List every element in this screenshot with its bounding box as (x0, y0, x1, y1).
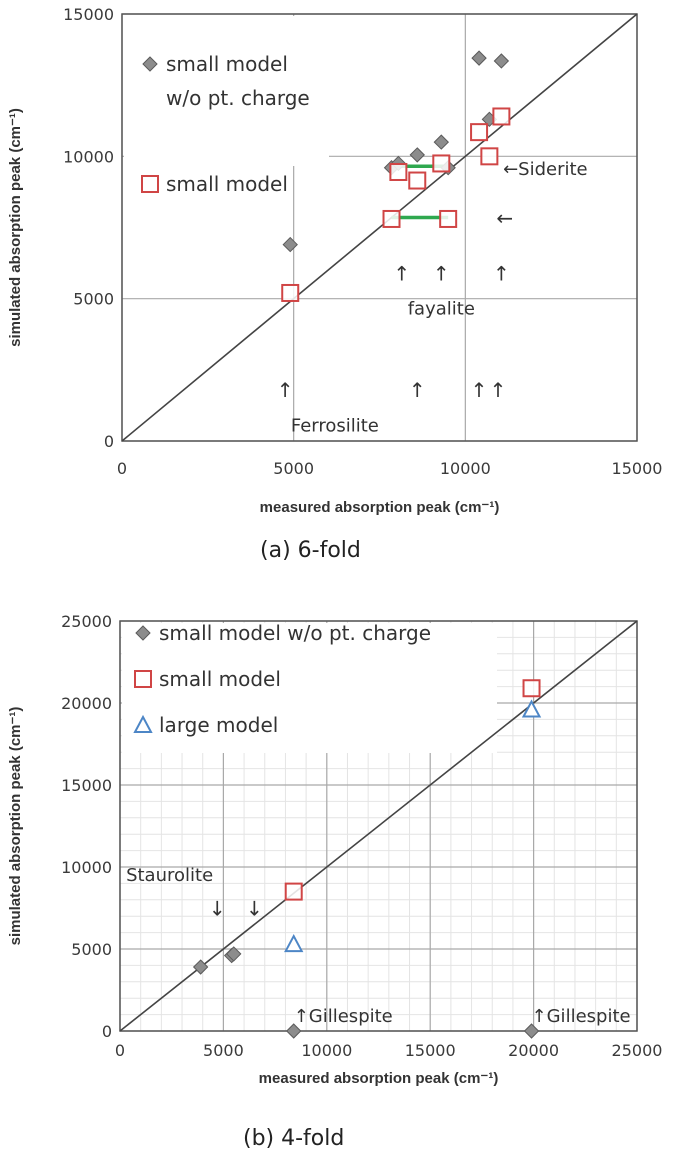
y-axis-label: simulated absorption peak (cm⁻¹) (7, 108, 24, 347)
y-tick-label: 0 (102, 1022, 112, 1041)
diagonal-line (121, 13, 638, 442)
annotation-arrow: ↑ (490, 378, 507, 402)
legend-marker-diamond (142, 56, 158, 72)
data-point-square (522, 679, 541, 698)
data-point-triangle (284, 933, 304, 953)
plot-frame (121, 13, 638, 442)
data-point-diamond (523, 1023, 540, 1039)
x-tick-label: 15000 (405, 1041, 456, 1060)
x-tick-label: 20000 (508, 1041, 559, 1060)
x-tick-label: 5000 (273, 459, 314, 478)
legend-background (122, 623, 497, 753)
annotation-arrow: ↑ (471, 378, 488, 402)
legend-marker-triangle (133, 714, 153, 733)
annotation-arrow: ↓ (246, 897, 263, 921)
annotation-label: Staurolite (126, 865, 213, 886)
x-tick-label: 5000 (203, 1041, 244, 1060)
y-tick-label: 25000 (61, 612, 112, 631)
x-tick-label: 15000 (612, 459, 663, 478)
data-point-diamond (192, 959, 209, 975)
annotation-arrow: ↓ (209, 897, 226, 921)
x-tick-label: 25000 (612, 1041, 663, 1060)
annotation-label: ↑Gillespite (294, 1006, 393, 1027)
y-tick-label: 15000 (61, 776, 112, 795)
x-tick-label: 0 (117, 459, 127, 478)
legend-marker-diamond (135, 625, 151, 641)
legend-label: large model (159, 713, 278, 737)
legend-background (124, 16, 329, 166)
x-tick-label: 10000 (440, 459, 491, 478)
data-point-diamond (226, 946, 242, 962)
y-tick-label: 15000 (63, 5, 114, 24)
annotation-arrow: ↑ (433, 261, 450, 285)
legend-label: small model (166, 52, 288, 76)
data-point-square (492, 107, 511, 126)
y-tick-label: 5000 (71, 940, 112, 959)
legend-label: small model w/o pt. charge (159, 621, 431, 645)
data-point-triangle (521, 699, 542, 718)
data-point-square (470, 123, 489, 142)
data-point-square (382, 209, 401, 228)
y-tick-label: 0 (104, 432, 114, 451)
x-tick-label: 0 (115, 1041, 125, 1060)
annotation-label: fayalite (408, 299, 475, 320)
data-point-square (439, 209, 458, 228)
legend-label: w/o pt. charge (166, 86, 310, 110)
legend-marker-square (134, 670, 152, 688)
x-axis-label: measured absorption peak (cm⁻¹) (259, 1070, 499, 1087)
legend-label: small model (166, 172, 288, 196)
annotation-arrow: ↑ (277, 378, 294, 402)
x-axis-label: measured absorption peak (cm⁻¹) (260, 499, 500, 516)
data-point-diamond (471, 50, 487, 66)
y-tick-label: 10000 (63, 147, 114, 166)
annotation-label: Ferrosilite (291, 415, 379, 436)
annotation-arrow: ↑ (393, 261, 410, 285)
data-point-diamond (433, 134, 450, 150)
y-tick-label: 5000 (73, 290, 114, 309)
annotation-label: ←Siderite (503, 159, 588, 180)
annotation-arrow: ↑ (493, 261, 510, 285)
diagonal-line (119, 620, 638, 1032)
y-tick-label: 20000 (61, 694, 112, 713)
y-axis-label: simulated absorption peak (cm⁻¹) (7, 707, 24, 946)
data-point-diamond (409, 147, 425, 163)
data-point-square (284, 882, 303, 901)
legend-label: small model (159, 667, 281, 691)
figure-caption: (a) 6-fold (260, 538, 361, 563)
data-point-square (432, 154, 451, 173)
data-point-square (389, 162, 408, 181)
figure-caption: (b) 4-fold (243, 1126, 344, 1151)
x-tick-label: 10000 (301, 1041, 352, 1060)
legend-marker-square (141, 175, 159, 193)
data-point-square (408, 171, 427, 190)
y-tick-label: 10000 (61, 858, 112, 877)
data-point-square (480, 147, 499, 166)
data-point-square (281, 283, 300, 302)
plot-frame (119, 620, 638, 1032)
annotation-arrow: ↑ (409, 378, 426, 402)
annotation-label: ↑Gillespite (532, 1006, 631, 1027)
annotation-arrow: ← (496, 206, 513, 230)
chart-6-fold: 0 5000 10000 15000 0 5000 10000 15000 small mode… (7, 5, 662, 563)
chart-4-fold: 0 5000 10000 15000 20000 25000 0 5000 10000 15000… (7, 612, 662, 1151)
data-point-diamond (286, 1023, 302, 1039)
data-point-diamond (282, 236, 298, 253)
data-point-diamond (493, 53, 510, 69)
